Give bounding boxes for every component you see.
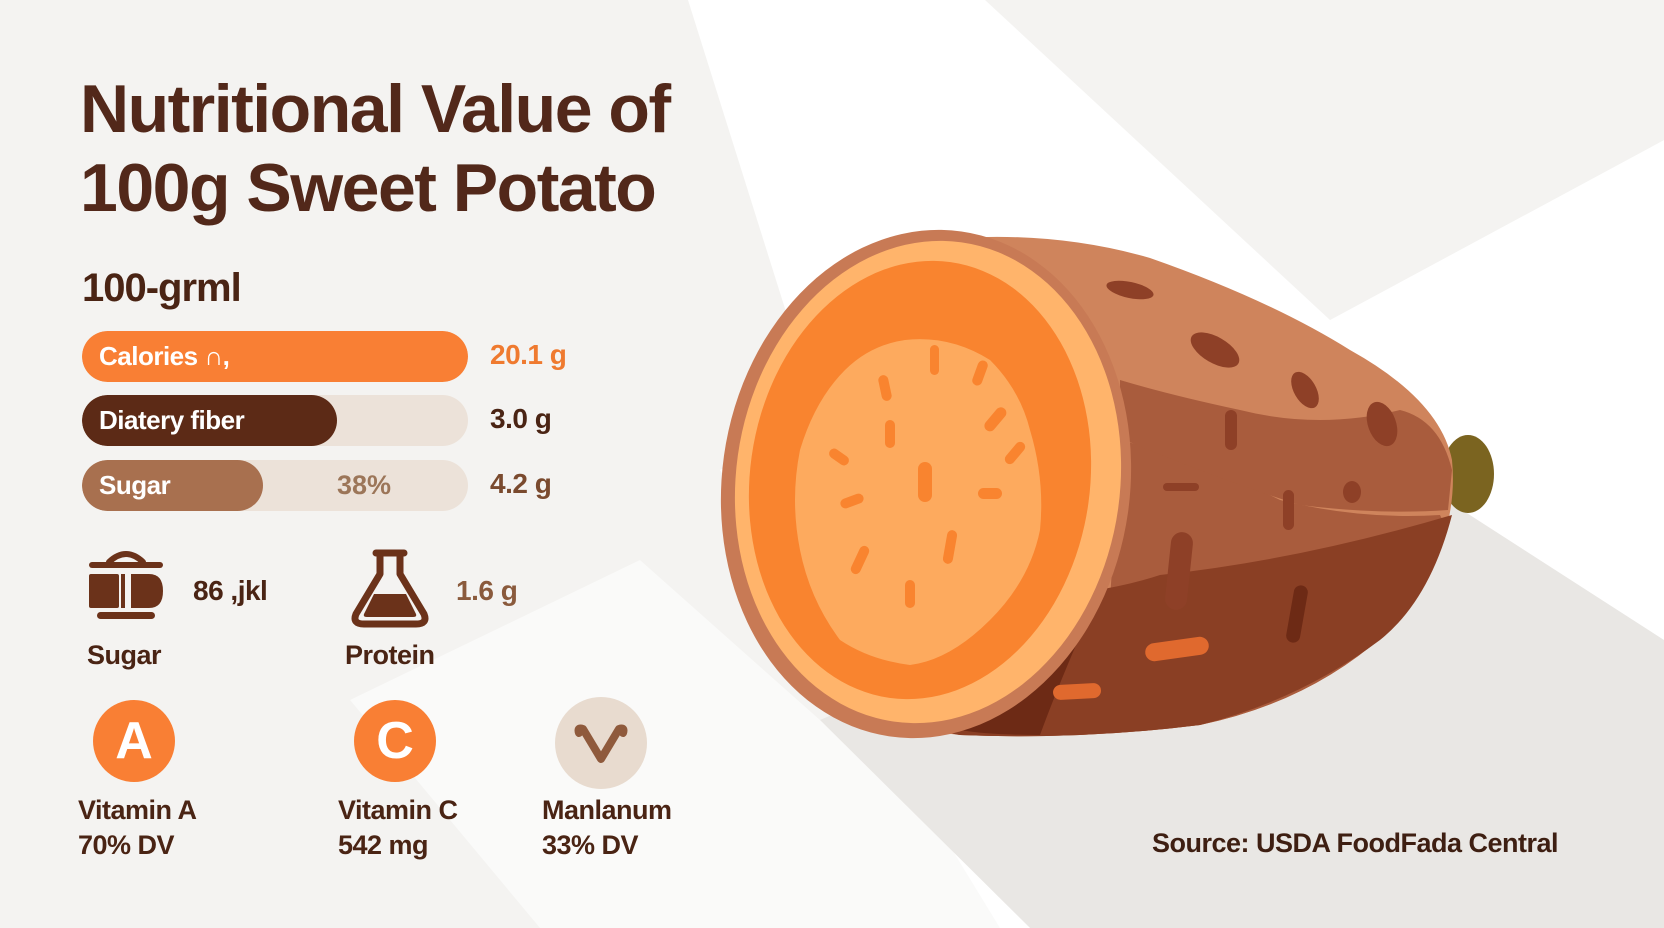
vitamin-name-manlanum: Manlanum [542,795,672,825]
v-check-icon [555,697,647,789]
bar-sugar: Sugar 38% [82,460,468,511]
bar-value-fiber: 3.0 g [490,403,552,434]
bar-label: Calories ∩, [99,341,230,371]
vitamin-value-c: 542 mg [338,830,429,860]
stat-value-sugar: 86 ,jkl [193,575,268,606]
title-line-1: Nutritional Value of [80,71,671,147]
flask-icon [351,549,429,628]
bar-value-sugar: 4.2 g [490,468,552,499]
vitamin-name-c: Vitamin C [338,795,458,825]
bar-calories: Calories ∩, [82,331,468,382]
bar-fill [82,331,468,382]
source-caption: Source: USDA FoodFada Central [1152,828,1559,858]
bar-percent: 38% [337,470,392,500]
bar-fill [82,395,337,446]
stat-label-sugar: Sugar [87,640,162,670]
vitamin-a-icon: A [93,700,175,782]
vitamin-value-manlanum: 33% DV [542,830,639,860]
sweet-potato-illustration [720,229,1494,739]
vitamin-value-a: 70% DV [78,830,175,860]
stat-value-protein: 1.6 g [456,575,518,606]
bar-value-calories: 20.1 g [490,339,567,370]
bar-label: Diatery fiber [99,405,245,435]
bar-label: Sugar [99,470,171,500]
serving-subtitle: 100-grml [82,266,242,310]
bar-dietary-fiber: Diatery fiber [82,395,468,446]
page-title: Nutritional Value of 100g Sweet Potato [80,70,671,228]
vitamin-name-a: Vitamin A [78,795,197,825]
bar-fill [82,460,264,511]
stat-label-protein: Protein [345,640,435,670]
scale-icon [89,551,163,619]
title-line-2: 100g Sweet Potato [80,150,657,226]
vitamin-c-icon: C [354,700,436,782]
